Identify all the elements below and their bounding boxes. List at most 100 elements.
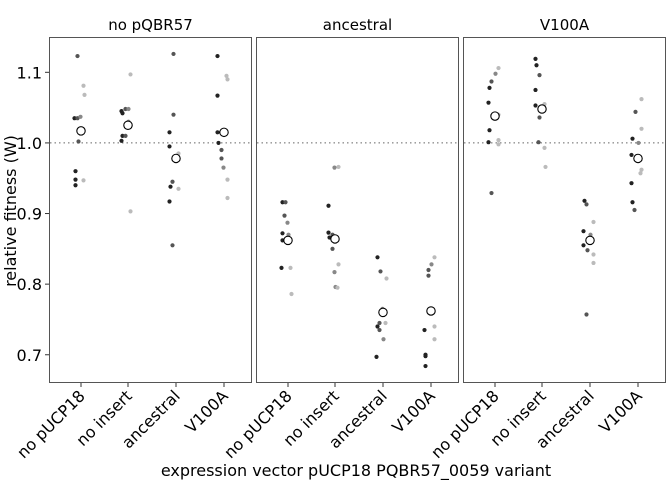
data-point (489, 79, 494, 84)
data-point (426, 267, 431, 273)
facet-strip (256, 12, 459, 37)
mean-marker (633, 153, 643, 164)
mean-marker (490, 111, 500, 121)
data-point (432, 324, 437, 329)
mean-marker (330, 234, 340, 244)
data-point (638, 171, 643, 176)
data-point (75, 53, 80, 59)
panel-border (463, 37, 666, 383)
panel-border (49, 37, 252, 383)
data-point (285, 220, 290, 225)
facet-strip (49, 12, 252, 37)
data-point (630, 136, 635, 141)
data-point (171, 51, 176, 57)
data-point (171, 112, 176, 117)
data-point (128, 209, 133, 214)
data-point (429, 262, 434, 267)
data-point (168, 184, 173, 189)
y-tick-label: 0.7 (17, 346, 42, 365)
data-point (591, 252, 596, 257)
data-point (493, 71, 498, 76)
mean-marker (283, 235, 293, 246)
data-point (221, 165, 226, 170)
data-point (636, 140, 641, 146)
data-point (489, 190, 494, 196)
data-point (167, 144, 172, 149)
data-point (496, 142, 501, 147)
data-point (73, 183, 78, 188)
y-tick-label: 1.1 (17, 63, 42, 82)
x-tick-label: V100A (181, 386, 232, 437)
data-point (533, 103, 538, 108)
data-point (629, 152, 634, 158)
data-point (167, 130, 172, 135)
data-point (381, 337, 386, 342)
mean-marker (378, 307, 388, 318)
data-point (332, 270, 337, 275)
data-point (423, 363, 428, 369)
data-point (288, 265, 293, 271)
data-point (215, 93, 220, 98)
data-point (120, 133, 125, 138)
mean-marker (171, 153, 181, 164)
x-tick-label: no pUCP18 (220, 386, 296, 462)
data-point (581, 243, 586, 248)
data-point (639, 126, 644, 131)
y-tick-label: 0.8 (17, 275, 42, 294)
data-point (487, 85, 492, 90)
data-point (123, 133, 128, 138)
data-point (335, 285, 340, 290)
x-axis-label: expression vector pUCP18 PQBR57_0059 var… (161, 461, 551, 480)
data-point (582, 198, 587, 203)
x-tick-label: no pUCP18 (13, 386, 89, 462)
data-point (336, 262, 341, 267)
data-point (585, 248, 590, 253)
data-point (384, 276, 389, 281)
data-point (76, 139, 81, 144)
panel-border (256, 37, 459, 383)
data-point (496, 65, 501, 71)
y-tick-label: 1.0 (17, 134, 42, 153)
data-point (280, 200, 285, 205)
mean-marker (76, 126, 86, 136)
data-point (224, 73, 229, 78)
mean-marker (219, 127, 229, 138)
data-point (82, 92, 87, 98)
data-point (630, 200, 635, 205)
data-point (225, 177, 230, 182)
data-point (81, 83, 86, 88)
data-point (375, 255, 380, 260)
data-point (584, 312, 589, 317)
data-point (632, 207, 637, 213)
data-point (374, 354, 379, 359)
data-point (426, 273, 431, 278)
facet-title: no pQBR57 (108, 16, 193, 34)
mean-marker (426, 306, 436, 316)
data-point (280, 231, 285, 236)
data-point (225, 195, 230, 201)
data-point (639, 167, 644, 172)
data-point (119, 138, 124, 143)
data-point (533, 56, 538, 61)
data-point (533, 87, 538, 93)
data-point (176, 186, 181, 191)
data-point (219, 156, 224, 161)
data-point (128, 72, 133, 77)
data-point (73, 169, 78, 174)
data-point (423, 354, 428, 359)
data-point (383, 320, 388, 326)
data-point (534, 63, 539, 68)
data-point (326, 203, 331, 208)
data-point (167, 199, 172, 204)
data-point (377, 320, 382, 326)
data-point (537, 73, 542, 78)
data-point (123, 106, 128, 112)
data-point (330, 246, 335, 251)
data-point (170, 179, 175, 184)
data-point (72, 116, 77, 121)
data-point (591, 219, 596, 225)
